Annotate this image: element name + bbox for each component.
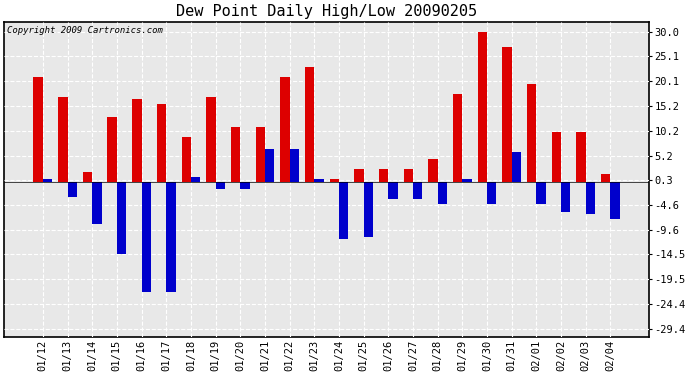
Bar	[290, 149, 299, 182]
Bar	[181, 137, 191, 182]
Bar	[611, 182, 620, 219]
Bar	[527, 84, 536, 182]
Bar	[240, 182, 250, 189]
Bar	[280, 77, 290, 182]
Bar	[58, 97, 68, 182]
Bar	[561, 182, 571, 212]
Bar	[453, 94, 462, 182]
Bar	[231, 127, 240, 182]
Bar	[354, 169, 364, 182]
Bar	[428, 159, 437, 182]
Bar	[576, 132, 586, 182]
Bar	[364, 182, 373, 237]
Bar	[462, 179, 472, 182]
Bar	[215, 182, 225, 189]
Bar	[512, 152, 521, 182]
Bar	[379, 169, 388, 182]
Bar	[68, 182, 77, 197]
Bar	[413, 182, 422, 199]
Bar	[206, 97, 215, 182]
Bar	[157, 104, 166, 182]
Bar	[265, 149, 275, 182]
Bar	[536, 182, 546, 204]
Bar	[586, 182, 595, 214]
Bar	[314, 179, 324, 182]
Bar	[166, 182, 175, 292]
Bar	[404, 169, 413, 182]
Bar	[141, 182, 151, 292]
Bar	[388, 182, 397, 199]
Bar	[502, 47, 512, 182]
Bar	[255, 127, 265, 182]
Bar	[339, 182, 348, 239]
Bar	[43, 179, 52, 182]
Title: Dew Point Daily High/Low 20090205: Dew Point Daily High/Low 20090205	[176, 4, 477, 19]
Bar	[487, 182, 496, 204]
Bar	[34, 77, 43, 182]
Bar	[437, 182, 447, 204]
Bar	[330, 179, 339, 182]
Bar	[132, 99, 141, 182]
Bar	[477, 32, 487, 182]
Bar	[601, 174, 611, 182]
Bar	[551, 132, 561, 182]
Bar	[117, 182, 126, 254]
Bar	[305, 67, 314, 182]
Bar	[108, 117, 117, 182]
Text: Copyright 2009 Cartronics.com: Copyright 2009 Cartronics.com	[8, 27, 164, 36]
Bar	[191, 177, 200, 182]
Bar	[83, 172, 92, 182]
Bar	[92, 182, 101, 224]
